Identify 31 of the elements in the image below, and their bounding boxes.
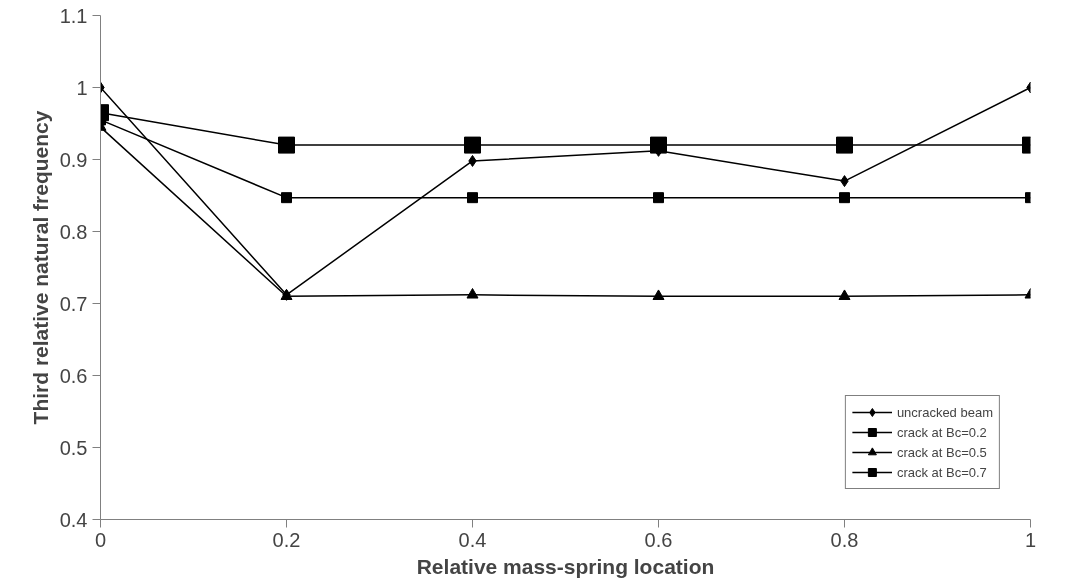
y-tick-label: 0.7 — [59, 292, 88, 315]
y-tick-label: 1 — [76, 76, 88, 99]
legend-label: crack at Bc=0.5 — [896, 444, 987, 460]
x-tick-label: 0.4 — [458, 528, 487, 551]
y-tick-label: 0.4 — [59, 508, 88, 531]
x-tick-label: 0.6 — [644, 528, 673, 551]
x-axis-title: Relative mass-spring location — [416, 554, 715, 578]
point — [838, 289, 851, 300]
x-tick-label: 0 — [94, 528, 107, 551]
point — [653, 192, 664, 204]
y-tick-label: 0.5 — [59, 436, 88, 459]
point — [836, 136, 853, 154]
y-tick-label: 1.1 — [59, 4, 88, 27]
point — [650, 136, 667, 154]
y-tick-label: 0.8 — [59, 220, 88, 243]
y-tick-label: 0.9 — [59, 148, 88, 171]
y-tick-label: 0.6 — [59, 364, 88, 387]
point — [278, 136, 295, 154]
legend-label: crack at Bc=0.7 — [896, 464, 987, 480]
y-axis-title: Third relative natural frequency — [28, 110, 52, 425]
x-tick-label: 1 — [1024, 528, 1037, 551]
legend-label: uncracked beam — [896, 404, 993, 420]
point — [464, 136, 481, 154]
point — [839, 192, 850, 204]
point — [281, 192, 292, 204]
x-tick-label: 0.8 — [830, 528, 859, 551]
point — [466, 288, 479, 299]
point — [652, 289, 665, 300]
x-tick-label: 0.2 — [272, 528, 301, 551]
point — [467, 192, 478, 204]
legend-label: crack at Bc=0.2 — [896, 424, 987, 440]
